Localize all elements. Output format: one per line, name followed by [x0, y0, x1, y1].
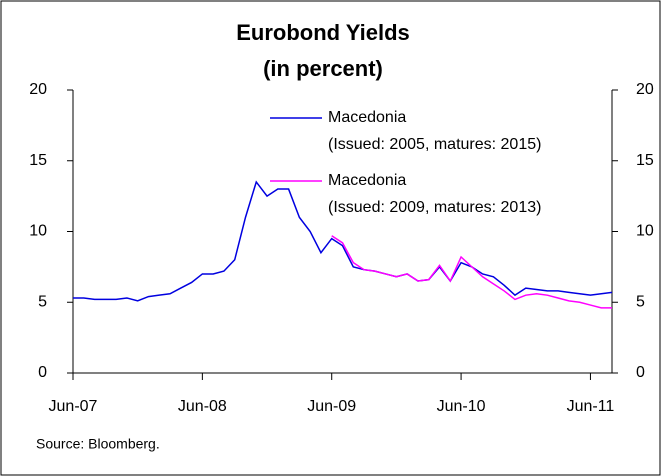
x-tick-label: Jun-11 [567, 398, 615, 415]
legend-description: (Issued: 2005, matures: 2015) [328, 136, 541, 153]
legend-label: Macedonia [328, 172, 406, 189]
legend-description: (Issued: 2009, matures: 2013) [328, 199, 541, 216]
y2-tick-label: 10 [636, 223, 654, 240]
x-tick-label: Jun-08 [178, 398, 227, 415]
y2-tick-label: 5 [636, 293, 645, 310]
y-tick-label: 20 [29, 81, 47, 98]
y2-tick-label: 15 [636, 152, 654, 169]
y-tick-label: 15 [29, 152, 47, 169]
series-line [73, 180, 613, 302]
chart-title: Eurobond Yields [236, 20, 410, 45]
y-tick-label: 0 [38, 364, 47, 381]
y2-tick-label: 0 [636, 364, 645, 381]
chart-subtitle: (in percent) [263, 56, 383, 81]
series-line [331, 235, 612, 309]
source-note: Source: Bloomberg. [36, 436, 160, 452]
y-tick-label: 10 [29, 223, 47, 240]
x-tick-label: Jun-07 [49, 398, 98, 415]
x-tick-label: Jun-09 [307, 398, 356, 415]
y-tick-label: 5 [38, 293, 47, 310]
y2-tick-label: 20 [636, 81, 654, 98]
x-tick-label: Jun-10 [437, 398, 486, 415]
legend-label: Macedonia [328, 109, 406, 126]
